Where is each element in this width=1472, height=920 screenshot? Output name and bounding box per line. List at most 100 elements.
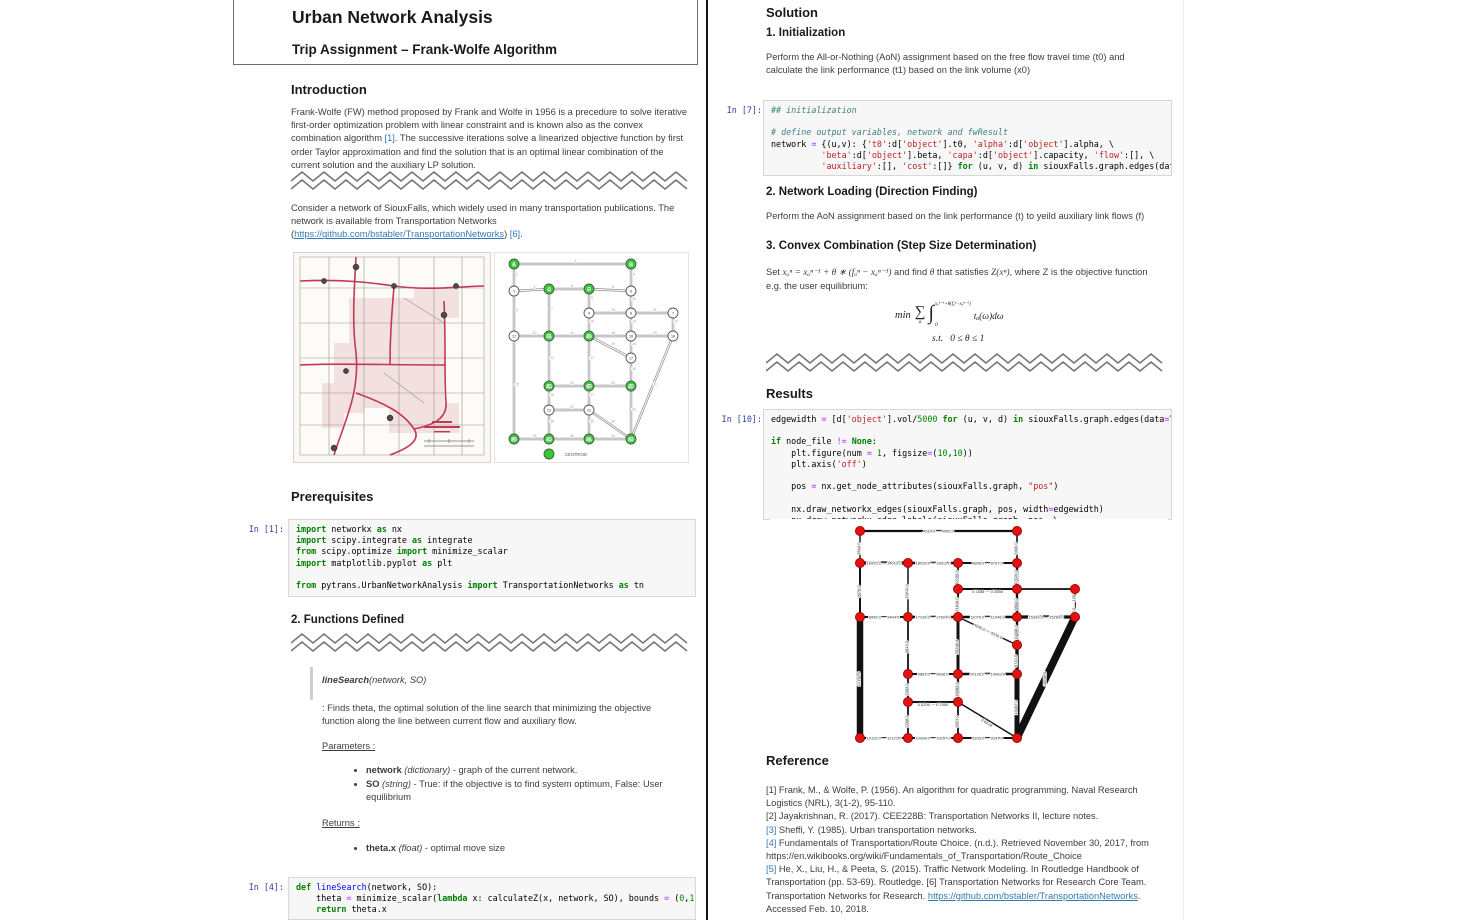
svg-text:15796.0: 15796.0 (954, 570, 959, 585)
network-node (625, 285, 637, 297)
text-run: xₐⁿ = xₐⁿ⁻¹ + θ ∗ (fₐⁿ − xₐⁿ⁻¹) (782, 268, 892, 278)
svg-text:CENTROID: CENTROID (565, 452, 587, 457)
list-item: theta.x (float) - optimal move size (366, 842, 676, 855)
returns-label: Returns : (322, 818, 360, 828)
text-run: ) (504, 229, 510, 240)
code-line: # define output variables, network and f… (771, 127, 1008, 138)
svg-text:3: 3 (513, 289, 515, 293)
formula-constraint: s.t. 0 ≤ θ ≤ 1 (932, 334, 985, 344)
results-network-figure: 4514.0 — 4055.0 8594.0 5905.0 16925.0 — 140… (770, 519, 1168, 757)
svg-text:34: 34 (611, 420, 615, 424)
text-run: [1] Frank, M., & Wolfe, P. (1956). An al… (766, 785, 1138, 809)
svg-text:5: 5 (588, 287, 590, 291)
inline-link[interactable]: [1] (384, 133, 395, 144)
svg-text:14: 14 (547, 384, 551, 388)
objective-function-formula: min ∑ a ∫ xₐⁿ⁻¹+θ(fₐⁿ−xₐⁿ⁻¹) 0 tₐ(ω)dω (895, 302, 1004, 328)
inline-link[interactable]: [4] (766, 837, 777, 848)
svg-text:21816.0: 21816.0 (954, 597, 959, 612)
network-node (625, 307, 637, 319)
svg-text:16: 16 (629, 334, 633, 338)
code-line: theta = minimize_scalar(lambda x: calcul… (296, 893, 695, 904)
code-line: from pytrans.UrbanNetworkAnalysis import… (296, 579, 644, 590)
code-line: 'beta':d['object'].beta, 'capa':d['objec… (821, 149, 1155, 160)
svg-text:16: 16 (570, 331, 574, 335)
network-node (583, 404, 595, 416)
text-run: Fundamentals of Transportation/Route Cho… (766, 837, 1149, 862)
text-run: that satisfies (934, 267, 992, 277)
code-line: from scipy.optimize import minimize_scal… (296, 546, 508, 557)
network-node (902, 668, 913, 679)
svg-text:35: 35 (590, 420, 594, 424)
network-node (583, 307, 595, 319)
network-node (508, 330, 520, 342)
svg-text:7: 7 (672, 311, 674, 315)
svg-text:22: 22 (587, 408, 591, 412)
svg-text:6: 6 (630, 289, 632, 293)
svg-text:9710.0: 9710.0 (1013, 654, 1018, 667)
svg-text:22: 22 (515, 383, 519, 387)
network-node (1011, 526, 1022, 536)
integral-symbol: ∫ xₐⁿ⁻¹+θ(fₐⁿ−xₐⁿ⁻¹) 0 (928, 302, 971, 328)
intro-heading: Introduction (291, 82, 367, 97)
svg-text:25: 25 (550, 393, 554, 397)
text-run: lineSearch (322, 675, 370, 685)
inline-link[interactable]: [5] (766, 864, 777, 875)
network-node (1069, 584, 1080, 595)
code-line (771, 425, 1164, 436)
text-run: - graph of the current network. (450, 765, 578, 775)
network-node (855, 732, 866, 743)
network-node (952, 558, 963, 569)
svg-text:19: 19 (629, 384, 633, 388)
text-run: SO (366, 779, 380, 790)
functions-defined-heading: 2. Functions Defined (291, 614, 405, 626)
reference-list: [1] Frank, M., & Wolfe, P. (1956). An al… (766, 784, 1166, 916)
svg-text:4: 4 (534, 285, 536, 289)
code-line: 'auxiliary':[], 'cost':[]} for (u, v, d)… (821, 160, 1172, 171)
svg-text:20: 20 (629, 437, 633, 441)
svg-text:8594.0: 8594.0 (856, 542, 861, 555)
code-line: nx.draw_networkx_edge_labels(siouxFalls.… (771, 514, 1059, 520)
code-cell-in4: def lineSearch(network, SO): theta = min… (288, 877, 696, 920)
inline-link[interactable]: [6] (509, 229, 521, 240)
code-line: return theta.x (316, 904, 387, 915)
reference-heading: Reference (766, 753, 829, 768)
network-node (625, 330, 637, 342)
svg-text:17: 17 (629, 356, 633, 360)
text-run: (float) (398, 843, 423, 853)
svg-text:32: 32 (632, 408, 636, 412)
intro-paragraph-2: Consider a network of SiouxFalls, which … (291, 202, 687, 242)
network-node (952, 668, 963, 679)
svg-text:24: 24 (547, 437, 551, 441)
code-line: network = {(u,v): {'t0':d['object'].t0, … (771, 138, 1114, 149)
svg-text:17126.0 — 17604.0: 17126.0 — 17604.0 (915, 615, 951, 620)
linesearch-description: : Finds theta, the optimal solution of t… (322, 703, 652, 727)
svg-text:19: 19 (611, 342, 615, 346)
svg-text:11: 11 (547, 334, 551, 338)
reference-entry: [3] Sheffi, Y. (1985). Urban transportat… (766, 824, 1166, 837)
svg-text:9679.0: 9679.0 (856, 585, 861, 598)
svg-text:8806.0 — 8797.0: 8806.0 — 8797.0 (972, 561, 1003, 566)
inline-link[interactable]: https://github.com/bstabler/Transportati… (927, 890, 1138, 901)
network-loading-heading: 2. Network Loading (Direction Finding) (766, 186, 978, 198)
network-node (667, 307, 679, 319)
inline-link[interactable]: https://github.com/bstabler/Transportati… (294, 229, 505, 240)
text-run: (dictionary) (404, 765, 451, 775)
svg-text:29: 29 (653, 331, 657, 335)
code-line: if node_file != None: (771, 436, 877, 447)
svg-text:12: 12 (512, 334, 516, 338)
title-frame: Urban Network Analysis Trip Assignment –… (233, 0, 698, 65)
code-line: nx.draw_networkx_edges(siouxFalls.graph,… (771, 503, 1104, 514)
text-run: and find (891, 267, 930, 277)
network-node (667, 330, 679, 342)
integrand: tₐ(ω)dω (973, 312, 1004, 322)
network-node (952, 612, 963, 623)
svg-text:11075.0 — 11046.0: 11075.0 — 11046.0 (970, 615, 1005, 620)
text-run: Set (766, 267, 783, 277)
text-run: He, X., Liu, H., & Peeta, S. (2015). Tra… (766, 864, 1147, 901)
prerequisites-heading: Prerequisites (291, 489, 374, 504)
network-node (625, 352, 637, 364)
text-run: network (366, 765, 402, 775)
inline-link[interactable]: [3] (766, 824, 777, 835)
svg-text:7963.0: 7963.0 (904, 683, 909, 696)
red-network-svg: 4514.0 — 4055.0 8594.0 5905.0 16925.0 — 140… (855, 526, 1080, 743)
